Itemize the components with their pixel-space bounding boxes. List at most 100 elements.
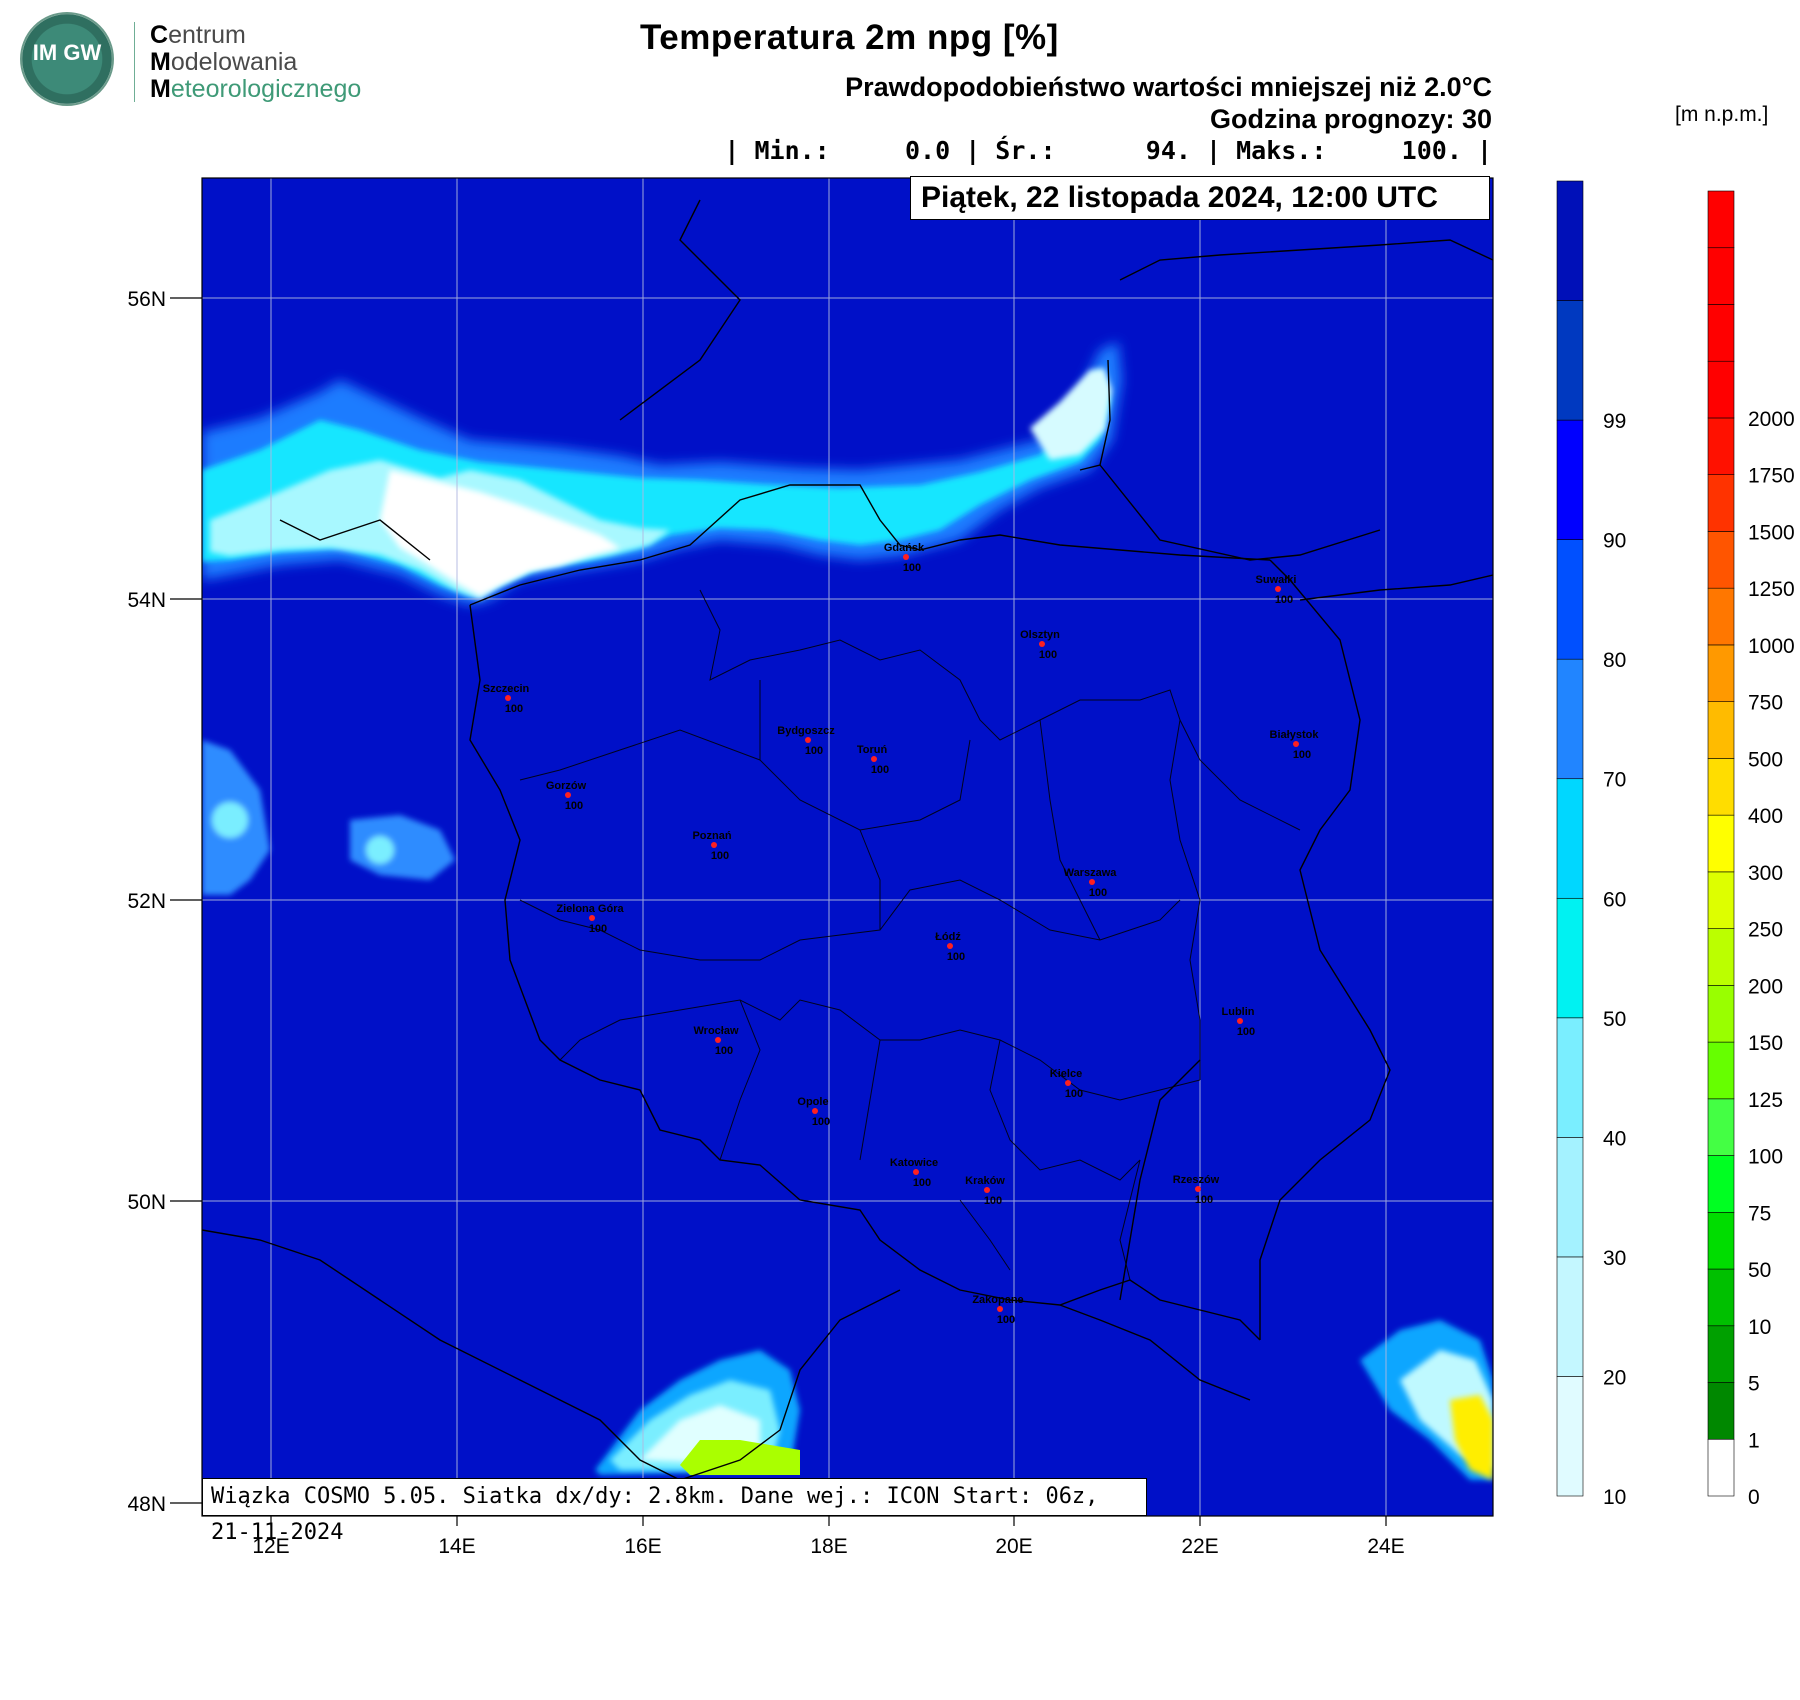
city-marker: Białystok 100 [1270, 729, 1320, 761]
city-dot [812, 1108, 818, 1114]
city-dot [715, 1037, 721, 1043]
prob-colorbar-label: 60 [1603, 888, 1626, 911]
city-value: 100 [913, 1177, 931, 1189]
height-colorbar-label: 10 [1748, 1316, 1771, 1339]
height-colorbar-segment [1707, 474, 1735, 532]
height-colorbar-label: 2000 [1748, 408, 1795, 431]
lon-label: 12E [252, 1535, 289, 1558]
height-colorbar-label: 75 [1748, 1202, 1771, 1225]
baltic-low-probability-area [202, 342, 1122, 605]
logo-text: Centrum Modelowania Meteorologicznego [150, 22, 361, 103]
prob-colorbar-segment [1556, 1137, 1584, 1258]
lon-label: 18E [810, 1535, 847, 1558]
prob-colorbar-label: 99 [1603, 410, 1626, 433]
height-colorbar-segment [1707, 985, 1735, 1043]
height-colorbar-segment [1707, 1155, 1735, 1213]
city-value: 100 [1195, 1194, 1213, 1206]
city-value: 100 [812, 1116, 830, 1128]
map-grid [202, 178, 1493, 1516]
model-info-box: Wiązka COSMO 5.05. Siatka dx/dy: 2.8km. … [202, 1478, 1147, 1545]
prob-colorbar-label: 20 [1603, 1366, 1626, 1389]
prob-colorbar-label: 50 [1603, 1008, 1626, 1031]
city-name: Olsztyn [1020, 629, 1060, 641]
city-value: 100 [1293, 749, 1311, 761]
height-colorbar-segment [1707, 928, 1735, 986]
city-marker: Rzeszów 100 [1173, 1174, 1220, 1206]
city-marker: Kraków 100 [965, 1175, 1005, 1207]
height-colorbar-segment [1707, 1212, 1735, 1270]
city-value: 100 [715, 1045, 733, 1057]
city-marker: Wrocław 100 [693, 1025, 738, 1057]
height-colorbar-segment [1707, 1382, 1735, 1440]
height-colorbar-segment [1707, 1041, 1735, 1100]
height-colorbar-label: 200 [1748, 975, 1783, 998]
city-name: Kraków [965, 1175, 1005, 1187]
city-dot [913, 1169, 919, 1175]
city-dot [947, 943, 953, 949]
height-colorbar-label: 150 [1748, 1032, 1783, 1055]
city-marker: Gorzów 100 [546, 780, 587, 812]
height-colorbar-label: 250 [1748, 919, 1783, 942]
logo-line-3: Meteorologicznego [150, 75, 362, 103]
city-name: Gdańsk [884, 542, 925, 554]
logo-line-1: Centrum [150, 21, 246, 49]
height-colorbar-label: 1250 [1748, 578, 1795, 601]
height-colorbar-segment [1707, 360, 1735, 419]
height-colorbar-label: 1 [1748, 1429, 1760, 1452]
prob-colorbar-segment [1556, 1256, 1584, 1377]
lat-label: 56N [127, 288, 166, 311]
city-marker: Bydgoszcz 100 [777, 725, 835, 757]
city-dot [1039, 641, 1045, 647]
city-name: Opole [797, 1096, 828, 1108]
prob-colorbar-label: 30 [1603, 1247, 1626, 1270]
city-name: Rzeszów [1173, 1174, 1220, 1186]
city-marker: Katowice 100 [890, 1157, 938, 1189]
city-marker: Szczecin 100 [483, 683, 530, 715]
prob-colorbar-label: 90 [1603, 530, 1626, 553]
height-colorbar-segment [1707, 644, 1735, 702]
height-colorbar-label: 125 [1748, 1089, 1783, 1112]
height-colorbar-segment [1707, 1438, 1735, 1497]
height-colorbar-segment [1707, 1325, 1735, 1383]
city-name: Katowice [890, 1157, 938, 1169]
city-dot [997, 1306, 1003, 1312]
city-dot [505, 695, 511, 701]
city-name: Toruń [857, 744, 888, 756]
forecast-date-box: Piątek, 22 listopada 2024, 12:00 UTC [910, 176, 1490, 220]
city-name: Poznań [692, 830, 731, 842]
lat-label: 48N [127, 1493, 166, 1516]
lon-label: 14E [438, 1535, 475, 1558]
city-dot [589, 915, 595, 921]
height-colorbar-segment [1707, 871, 1735, 929]
map-title: Temperatura 2m npg [%] [640, 18, 1059, 57]
lat-label: 54N [127, 589, 166, 612]
height-colorbar-label: 400 [1748, 805, 1783, 828]
height-colorbar-segment [1707, 304, 1735, 362]
city-value: 100 [1237, 1026, 1255, 1038]
height-colorbar-label: 1500 [1748, 521, 1795, 544]
height-colorbar-label: 1000 [1748, 635, 1795, 658]
city-value: 100 [997, 1314, 1015, 1326]
city-dot [1293, 741, 1299, 747]
city-dot [1089, 879, 1095, 885]
prob-colorbar-segment [1556, 658, 1584, 780]
map-frame [201, 177, 1494, 1517]
logo-separator [134, 22, 135, 102]
city-name: Suwałki [1256, 574, 1297, 586]
logo-line-2: Modelowania [150, 48, 298, 76]
coastlines-and-borders [202, 199, 1493, 1481]
prob-colorbar-label: 70 [1603, 769, 1626, 792]
city-value: 100 [947, 951, 965, 963]
city-name: Łódź [935, 931, 961, 943]
prob-colorbar-segment [1556, 539, 1584, 660]
city-value: 100 [903, 562, 921, 574]
height-colorbar-segment [1707, 531, 1735, 589]
city-value: 100 [805, 745, 823, 757]
lat-label: 50N [127, 1191, 166, 1214]
height-colorbar-segment [1707, 1098, 1735, 1156]
city-dot [1275, 586, 1281, 592]
lat-label: 52N [127, 890, 166, 913]
city-value: 100 [711, 850, 729, 862]
city-value: 100 [984, 1195, 1002, 1207]
